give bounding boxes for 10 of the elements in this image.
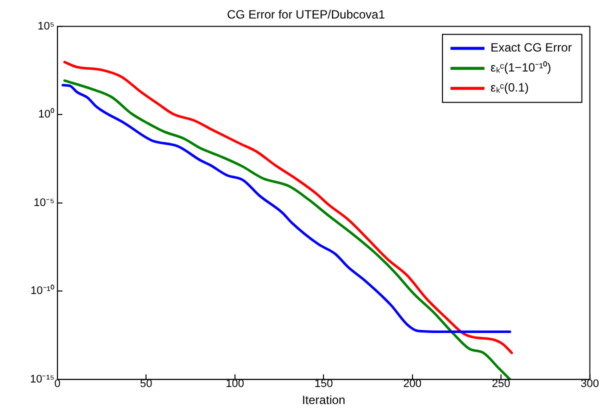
y-tick-label: 10⁰ — [38, 108, 54, 121]
legend-label: Exact CG Error — [490, 40, 572, 55]
y-tick-label: 10⁵ — [38, 20, 54, 32]
x-axis-title: Iteration — [302, 393, 346, 408]
chart-title: CG Error for UTEP/Dubcova1 — [226, 8, 386, 22]
y-tick-label: 10⁻¹⁵ — [30, 373, 54, 386]
y-tick-label: 10⁻¹⁰ — [30, 284, 54, 298]
legend-label: εₖᶜ(1−10⁻¹⁰) — [490, 60, 552, 75]
legend-label: εₖᶜ(0.1) — [490, 80, 529, 95]
y-tick-label: 10⁻⁵ — [34, 196, 54, 209]
